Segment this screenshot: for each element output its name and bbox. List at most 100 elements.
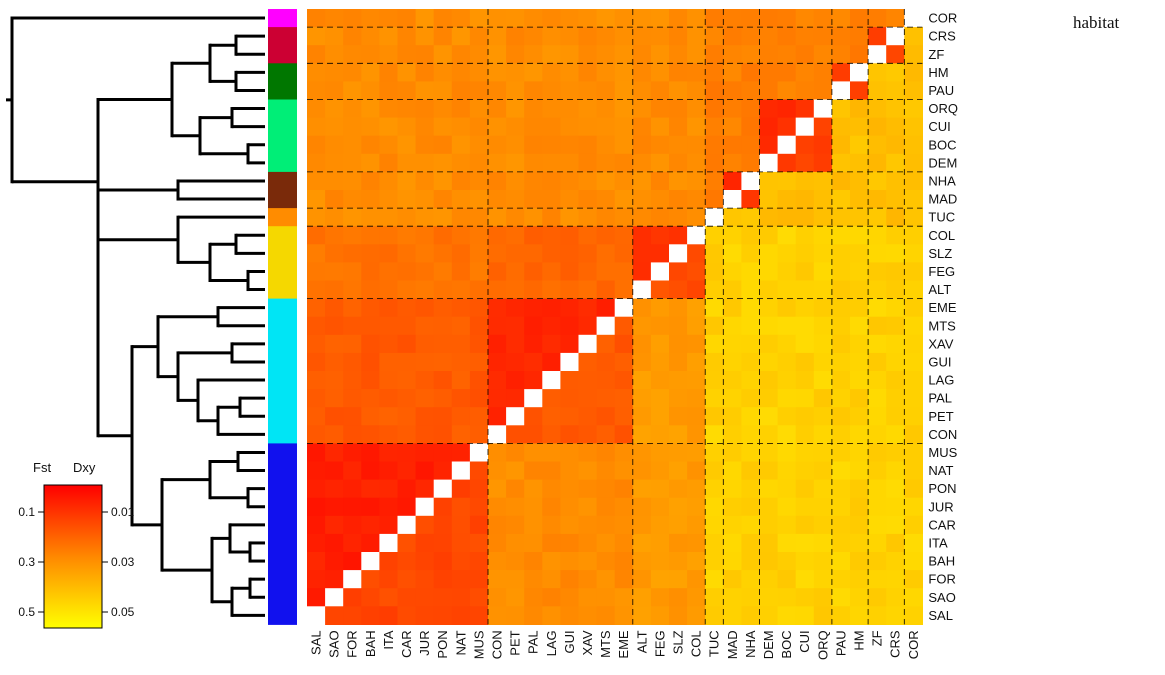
heatmap-cell (596, 570, 616, 589)
column-label: GUI (562, 630, 577, 653)
heatmap-cell (325, 244, 344, 263)
heatmap-cell (831, 588, 851, 607)
column-label: FOR (345, 630, 360, 657)
heatmap-cell (361, 334, 380, 354)
column-label: BAH (363, 630, 378, 657)
heatmap-cell (379, 407, 399, 426)
heatmap-cell (850, 352, 869, 372)
heatmap-cell (469, 9, 489, 28)
heatmap-cell (831, 135, 851, 155)
heatmap-cell (795, 244, 815, 263)
heatmap-cell (777, 63, 797, 82)
heatmap-cell (813, 81, 833, 101)
heatmap-cell (560, 316, 580, 336)
heatmap-cell (415, 425, 435, 444)
heatmap-cell (904, 334, 923, 354)
heatmap-cell (343, 226, 362, 245)
heatmap-cell (759, 570, 779, 589)
heatmap-cell (451, 407, 471, 426)
heatmap-cell (850, 190, 869, 209)
heatmap-cell (343, 425, 362, 444)
heatmap-cell (488, 570, 507, 589)
heatmap-cell (669, 226, 688, 245)
heatmap-cell (524, 371, 543, 390)
heatmap-cell (325, 407, 344, 426)
legend-dxy-tick-label: 0.05 (111, 605, 135, 619)
heatmap-cell (868, 570, 887, 589)
heatmap-cell (632, 533, 652, 553)
heatmap-cell (632, 588, 652, 607)
heatmap-cell (831, 27, 851, 46)
heatmap-cell (578, 208, 598, 227)
heatmap-cell (433, 606, 453, 625)
heatmap-cell (361, 443, 380, 463)
heatmap-cell (777, 407, 797, 426)
column-label: MTS (598, 630, 613, 658)
heatmap-cell (361, 190, 380, 209)
heatmap-cell (759, 9, 779, 28)
heatmap-cell (524, 352, 543, 372)
heatmap-cell (614, 63, 634, 82)
heatmap-cell (560, 208, 580, 227)
heatmap-cell (325, 461, 344, 481)
heatmap-cell (560, 515, 580, 535)
heatmap-cell (813, 606, 833, 625)
heatmap-cell (325, 45, 344, 64)
heatmap-cell (723, 443, 742, 463)
heatmap-cell (397, 244, 417, 263)
heatmap-cell (307, 99, 326, 119)
heatmap-cell (795, 81, 815, 101)
heatmap-cell (795, 316, 815, 336)
heatmap-cell (451, 606, 471, 625)
heatmap-cell (415, 262, 435, 282)
heatmap-cell (524, 443, 543, 463)
heatmap-cell (687, 190, 706, 209)
heatmap-cell (397, 9, 417, 28)
heatmap-cell (650, 570, 670, 589)
heatmap-cell (488, 461, 507, 481)
heatmap-cell (433, 298, 453, 318)
heatmap-cell (813, 153, 833, 173)
heatmap-cell (868, 461, 887, 481)
heatmap-cell (632, 352, 652, 372)
heatmap-cell (632, 443, 652, 463)
heatmap-cell (560, 443, 580, 463)
heatmap-cell (850, 425, 869, 444)
heatmap-cell (850, 606, 869, 625)
heatmap-cell (759, 27, 779, 46)
heatmap-cell (542, 153, 561, 173)
heatmap-cell (397, 226, 417, 245)
heatmap-cell (777, 81, 797, 101)
heatmap-cell (831, 570, 851, 589)
heatmap-cell (596, 27, 616, 46)
heatmap-cell (379, 425, 399, 444)
heatmap-cell (687, 515, 706, 535)
heatmap-cell (777, 262, 797, 282)
heatmap-cell (506, 171, 525, 191)
heatmap-cell (469, 371, 489, 390)
heatmap-cell (578, 352, 598, 372)
heatmap-cell (397, 389, 417, 408)
heatmap-cell (831, 81, 851, 101)
heatmap-cell (451, 117, 471, 137)
heatmap-cell (542, 226, 561, 245)
column-label: DEM (761, 630, 776, 659)
heatmap-cell (506, 244, 525, 263)
heatmap-cell (705, 389, 724, 408)
row-label: COR (928, 11, 957, 26)
heatmap-cell (578, 280, 598, 300)
heatmap-cell (614, 371, 634, 390)
heatmap-cell (850, 316, 869, 336)
heatmap-cell (723, 407, 742, 426)
heatmap-cell (325, 552, 344, 571)
heatmap-cell (542, 280, 561, 300)
heatmap-cell (560, 280, 580, 300)
heatmap-cell (343, 552, 362, 571)
heatmap-cell (307, 135, 326, 155)
heatmap-cell (669, 533, 688, 553)
heatmap-cell (343, 407, 362, 426)
heatmap-cell (759, 262, 779, 282)
heatmap-cell (325, 208, 344, 227)
heatmap-cell (560, 552, 580, 571)
heatmap-cell (741, 99, 761, 119)
